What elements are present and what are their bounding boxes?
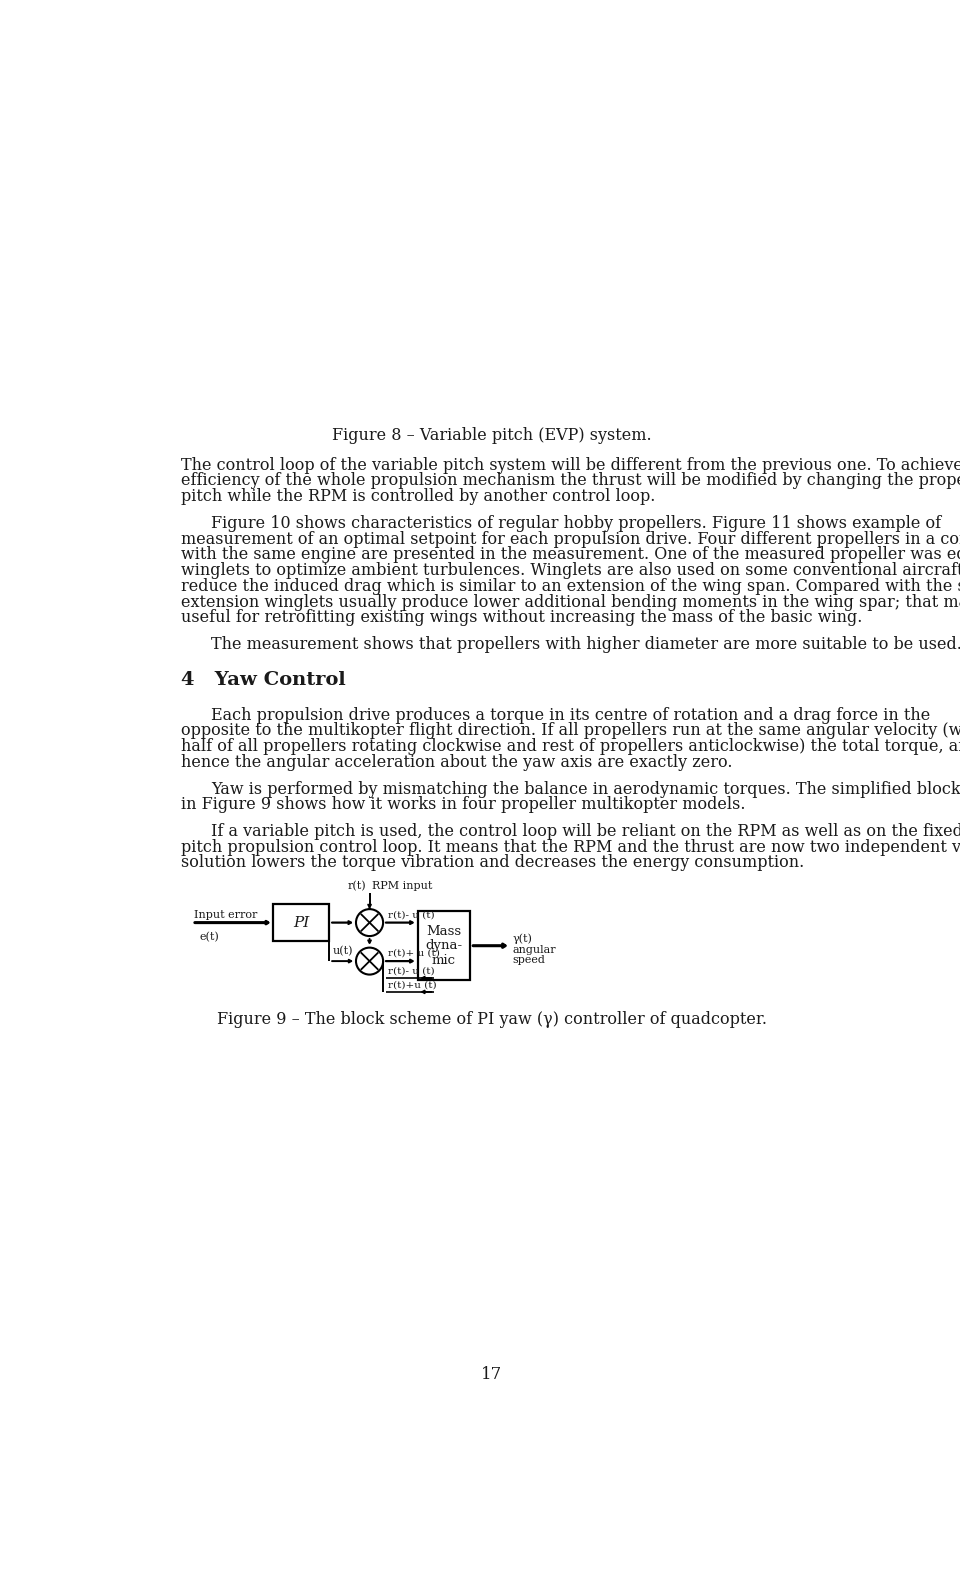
Text: pitch propulsion control loop. It means that the RPM and the thrust are now two : pitch propulsion control loop. It means … xyxy=(181,839,960,855)
Text: Input error: Input error xyxy=(194,910,257,920)
Text: useful for retrofitting existing wings without increasing the mass of the basic : useful for retrofitting existing wings w… xyxy=(181,610,862,627)
Text: with the same engine are presented in the measurement. One of the measured prope: with the same engine are presented in th… xyxy=(181,547,960,563)
Text: e(t): e(t) xyxy=(200,932,220,942)
Text: winglets to optimize ambient turbulences. Winglets are also used on some convent: winglets to optimize ambient turbulences… xyxy=(181,563,960,578)
Text: u(t): u(t) xyxy=(332,946,353,956)
Text: measurement of an optimal setpoint for each propulsion drive. Four different pro: measurement of an optimal setpoint for e… xyxy=(181,530,960,547)
Text: in Figure 9 shows how it works in four propeller multikopter models.: in Figure 9 shows how it works in four p… xyxy=(181,797,746,813)
Text: 17: 17 xyxy=(481,1366,503,1383)
Text: RPM input: RPM input xyxy=(372,880,432,891)
Text: The control loop of the variable pitch system will be different from the previou: The control loop of the variable pitch s… xyxy=(181,456,960,473)
Text: half of all propellers rotating clockwise and rest of propellers anticlockwise) : half of all propellers rotating clockwis… xyxy=(181,739,960,755)
Text: hence the angular acceleration about the yaw axis are exactly zero.: hence the angular acceleration about the… xyxy=(181,755,732,770)
Text: Figure 10 shows characteristics of regular hobby propellers. Figure 11 shows exa: Figure 10 shows characteristics of regul… xyxy=(211,514,942,531)
Bar xyxy=(181,217,803,413)
Text: PI: PI xyxy=(293,915,309,929)
Circle shape xyxy=(356,909,383,935)
Text: Figure 8 – Variable pitch (EVP) system.: Figure 8 – Variable pitch (EVP) system. xyxy=(332,428,652,445)
Bar xyxy=(418,912,470,981)
Text: r(t)+ u (t): r(t)+ u (t) xyxy=(388,949,440,957)
Circle shape xyxy=(356,948,383,975)
Text: If a variable pitch is used, the control loop will be reliant on the RPM as well: If a variable pitch is used, the control… xyxy=(211,822,960,839)
Text: speed: speed xyxy=(512,956,545,965)
Text: 4   Yaw Control: 4 Yaw Control xyxy=(181,671,346,689)
Bar xyxy=(274,904,329,942)
Text: r(t)- u (t): r(t)- u (t) xyxy=(388,910,434,920)
Text: Each propulsion drive produces a torque in its centre of rotation and a drag for: Each propulsion drive produces a torque … xyxy=(211,707,930,723)
Text: angular: angular xyxy=(512,945,556,954)
Text: r(t)- u (t): r(t)- u (t) xyxy=(388,967,434,976)
Text: reduce the induced drag which is similar to an extension of the wing span. Compa: reduce the induced drag which is similar… xyxy=(181,578,960,594)
Text: Figure 9 – The block scheme of PI yaw (γ) controller of quadcopter.: Figure 9 – The block scheme of PI yaw (γ… xyxy=(217,1011,767,1028)
Text: extension winglets usually produce lower additional bending moments in the wing : extension winglets usually produce lower… xyxy=(181,594,960,610)
Text: r(t)+u (t): r(t)+u (t) xyxy=(388,981,437,990)
Text: Yaw is performed by mismatching the balance in aerodynamic torques. The simplifi: Yaw is performed by mismatching the bala… xyxy=(211,781,960,797)
Text: mic: mic xyxy=(432,954,456,967)
Text: solution lowers the torque vibration and decreases the energy consumption.: solution lowers the torque vibration and… xyxy=(181,855,804,871)
Text: efficiency of the whole propulsion mechanism the thrust will be modified by chan: efficiency of the whole propulsion mecha… xyxy=(181,472,960,489)
Text: The measurement shows that propellers with higher diameter are more suitable to : The measurement shows that propellers wi… xyxy=(211,637,960,652)
Text: dyna-: dyna- xyxy=(425,938,463,953)
Text: r(t): r(t) xyxy=(348,880,367,891)
Text: pitch while the RPM is controlled by another control loop.: pitch while the RPM is controlled by ano… xyxy=(181,489,656,505)
Text: Mass: Mass xyxy=(426,924,462,937)
Text: γ(t): γ(t) xyxy=(512,934,532,945)
Text: opposite to the multikopter flight direction. If all propellers run at the same : opposite to the multikopter flight direc… xyxy=(181,723,960,739)
